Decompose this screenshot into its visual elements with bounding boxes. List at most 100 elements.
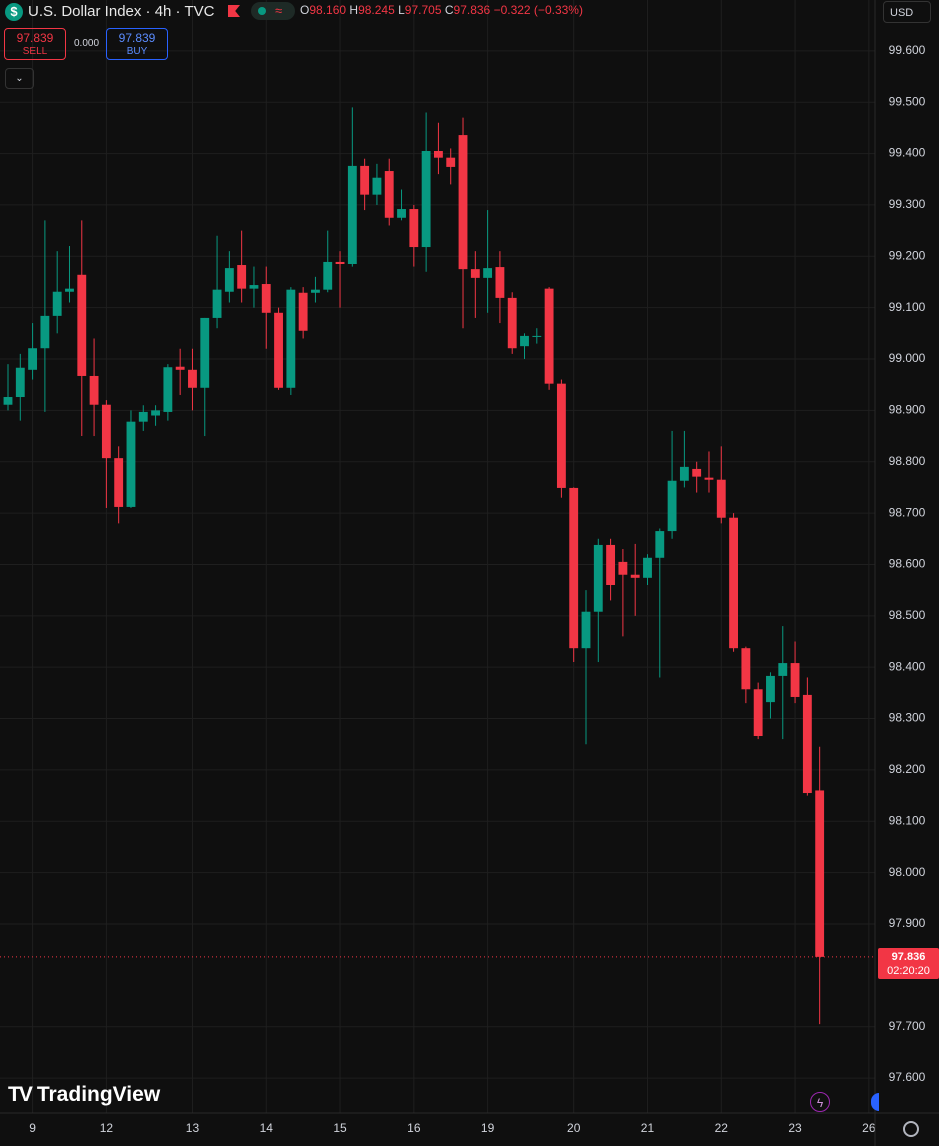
candle-body — [704, 477, 714, 480]
settings-icon[interactable] — [903, 1121, 919, 1137]
ohlc: O98.160 H98.245 L97.705 C97.836 −0.322 (… — [300, 3, 583, 17]
candle-body — [224, 268, 234, 292]
candle-body — [114, 458, 124, 507]
currency-button[interactable]: USD — [883, 1, 931, 23]
candle-body — [175, 366, 185, 370]
y-tick-label: 98.600 — [889, 557, 926, 571]
candle-body — [655, 531, 665, 558]
candle-body — [520, 335, 529, 347]
y-tick-label: 99.600 — [889, 43, 926, 57]
y-tick-label: 98.900 — [889, 403, 926, 417]
y-tick-label: 98.800 — [889, 454, 926, 468]
candle-body — [421, 151, 431, 248]
candle-body — [618, 561, 628, 575]
candle-body — [544, 288, 554, 384]
ohlc-value: 98.160 — [309, 3, 347, 17]
y-tick-label: 97.600 — [889, 1070, 926, 1084]
y-tick-label: 97.900 — [889, 916, 926, 930]
candle-body — [753, 689, 763, 737]
ohlc-value: 98.245 — [358, 3, 395, 17]
y-tick-label: 98.700 — [889, 505, 926, 519]
status-dot — [258, 7, 266, 15]
candle-body — [778, 663, 788, 676]
candle-body — [40, 315, 50, 349]
buy-label: BUY — [126, 46, 148, 57]
candle-body — [630, 574, 640, 578]
candle-body — [692, 468, 702, 477]
status-icon: ≈ — [275, 3, 283, 18]
candle-body — [65, 288, 74, 292]
candle-body — [409, 209, 419, 248]
candle-body — [274, 312, 283, 388]
symbol-title[interactable]: U.S. Dollar Index · 4h · TVC — [28, 3, 215, 20]
status-pill[interactable]: ≈ — [251, 2, 295, 20]
countdown: 02:20:20 — [887, 965, 930, 977]
sell-label: SELL — [22, 46, 48, 57]
x-tick-label: 14 — [260, 1121, 274, 1135]
candle-body — [101, 404, 111, 459]
logo[interactable]: TV TradingView — [8, 1083, 160, 1107]
candle-body — [360, 165, 370, 195]
last-price: 97.836 — [891, 951, 926, 963]
candle-body — [3, 397, 13, 405]
candle-body — [766, 675, 775, 703]
candle-body — [28, 348, 38, 370]
candle-body — [163, 367, 173, 412]
ohlc-value: 97.705 — [404, 3, 442, 17]
ohlc-value: 97.836 — [453, 3, 491, 17]
candle-body — [298, 292, 308, 331]
candle-body — [532, 335, 542, 337]
candle-body — [569, 487, 579, 649]
candle-body — [151, 410, 160, 416]
candle-body — [470, 269, 480, 278]
candle-body — [15, 367, 25, 398]
x-tick-label: 19 — [481, 1121, 495, 1135]
candle-body — [495, 267, 505, 298]
flag-button[interactable] — [871, 1093, 879, 1111]
x-tick-label: 20 — [567, 1121, 581, 1135]
y-tick-label: 98.200 — [889, 762, 926, 776]
spread: 0.000 — [74, 38, 100, 49]
candle-body — [815, 790, 825, 957]
candle-body — [802, 694, 812, 794]
y-tick-label: 99.300 — [889, 197, 926, 211]
y-tick-label: 99.200 — [889, 248, 926, 262]
candle-body — [200, 317, 210, 388]
logo-mark: TV — [8, 1083, 33, 1106]
candle-body — [335, 261, 345, 264]
candle-body — [77, 274, 87, 376]
ohlc-label: L — [398, 3, 405, 17]
x-tick-label: 21 — [641, 1121, 655, 1135]
ohlc-label: O — [300, 3, 310, 17]
change: −0.322 (−0.33%) — [493, 3, 583, 17]
buy-button[interactable]: 97.839 BUY — [106, 28, 168, 60]
candle-body — [397, 209, 406, 218]
candle-body — [458, 135, 468, 270]
candle-body — [212, 289, 222, 318]
x-tick-label: 15 — [333, 1121, 347, 1135]
candle-body — [89, 375, 99, 405]
candle-body — [323, 261, 333, 290]
candle-body — [729, 517, 739, 649]
symbol-icon: $ — [5, 3, 23, 21]
candle-body — [643, 557, 652, 578]
candle-body — [741, 648, 751, 690]
last-price-label: 97.836 02:20:20 — [878, 948, 939, 979]
y-tick-label: 98.400 — [889, 659, 926, 673]
y-tick-label: 98.100 — [889, 813, 926, 827]
x-tick-label: 22 — [715, 1121, 729, 1135]
y-tick-label: 98.300 — [889, 711, 926, 725]
candle-body — [384, 171, 394, 218]
candle-body — [581, 611, 591, 649]
lightning-icon[interactable]: ϟ — [810, 1092, 830, 1112]
candle-body — [138, 411, 148, 422]
sell-button[interactable]: 97.839 SELL — [4, 28, 66, 60]
collapse-button[interactable]: ⌄ — [5, 68, 34, 89]
flag-icon[interactable] — [228, 5, 240, 17]
candle-body — [507, 297, 517, 349]
candle-body — [667, 480, 677, 532]
candle-body — [372, 177, 382, 195]
logo-text: TradingView — [36, 1083, 161, 1106]
candle-body — [261, 284, 271, 313]
